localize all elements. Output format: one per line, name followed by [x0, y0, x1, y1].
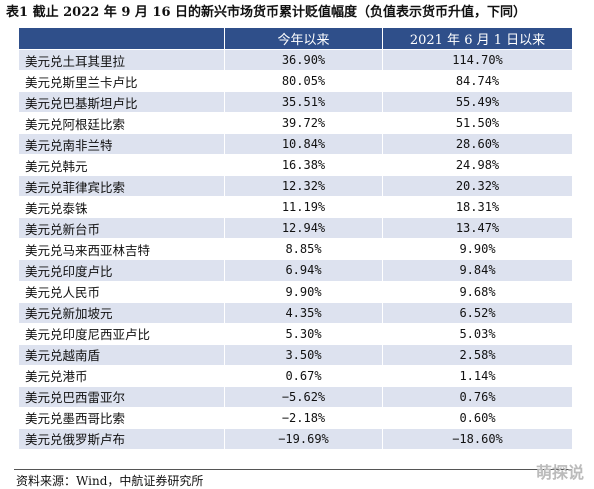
table-row: 美元兑新台币 12.94% 13.47%: [18, 217, 573, 240]
header-since-2021: 2021 年 6 月 1 日以来: [382, 27, 573, 50]
currency-pair-cell: 美元兑泰铢: [18, 196, 225, 219]
ytd-value-cell: 16.38%: [224, 154, 383, 177]
currency-pair-cell: 美元兑马来西亚林吉特: [18, 238, 225, 261]
since-2021-value-cell: 51.50%: [382, 112, 573, 135]
ytd-value-cell: 12.94%: [224, 217, 383, 240]
since-2021-value-cell: 1.14%: [382, 364, 573, 387]
ytd-value-cell: 4.35%: [224, 301, 383, 324]
table-row: 美元兑印度卢比 6.94% 9.84%: [18, 259, 573, 282]
table-row: 美元兑越南盾 3.50% 2.58%: [18, 343, 573, 366]
currency-pair-cell: 美元兑印度尼西亚卢比: [18, 322, 225, 345]
currency-pair-cell: 美元兑南非兰特: [18, 133, 225, 156]
since-2021-value-cell: 24.98%: [382, 154, 573, 177]
ytd-value-cell: 11.19%: [224, 196, 383, 219]
ytd-value-cell: 35.51%: [224, 91, 383, 114]
table-row: 美元兑斯里兰卡卢比 80.05% 84.74%: [18, 70, 573, 93]
currency-pair-cell: 美元兑巴西雷亚尔: [18, 385, 225, 408]
currency-pair-cell: 美元兑斯里兰卡卢比: [18, 70, 225, 93]
since-2021-value-cell: 6.52%: [382, 301, 573, 324]
since-2021-value-cell: 20.32%: [382, 175, 573, 198]
currency-pair-cell: 美元兑越南盾: [18, 343, 225, 366]
currency-pair-cell: 美元兑新加坡元: [18, 301, 225, 324]
table-header-row: 今年以来 2021 年 6 月 1 日以来: [18, 27, 573, 50]
table-row: 美元兑巴西雷亚尔 −5.62% 0.76%: [18, 385, 573, 408]
currency-pair-cell: 美元兑印度卢比: [18, 259, 225, 282]
table-row: 美元兑泰铢 11.19% 18.31%: [18, 196, 573, 219]
since-2021-value-cell: 9.90%: [382, 238, 573, 261]
currency-pair-cell: 美元兑韩元: [18, 154, 225, 177]
ytd-value-cell: 3.50%: [224, 343, 383, 366]
ytd-value-cell: −19.69%: [224, 427, 383, 450]
ytd-value-cell: −5.62%: [224, 385, 383, 408]
ytd-value-cell: 39.72%: [224, 112, 383, 135]
table-row: 美元兑阿根廷比索 39.72% 51.50%: [18, 112, 573, 135]
currency-pair-cell: 美元兑土耳其里拉: [18, 48, 225, 72]
ytd-value-cell: 36.90%: [224, 48, 383, 72]
depreciation-table: 今年以来 2021 年 6 月 1 日以来 美元兑土耳其里拉 36.90% 114.…: [18, 27, 573, 450]
ytd-value-cell: 5.30%: [224, 322, 383, 345]
table-row: 美元兑韩元 16.38% 24.98%: [18, 154, 573, 177]
since-2021-value-cell: 5.03%: [382, 322, 573, 345]
since-2021-value-cell: 2.58%: [382, 343, 573, 366]
since-2021-value-cell: 55.49%: [382, 91, 573, 114]
table-row: 美元兑港币 0.67% 1.14%: [18, 364, 573, 387]
table-body: 美元兑土耳其里拉 36.90% 114.70% 美元兑斯里兰卡卢比 80.05% 84.7…: [18, 48, 573, 450]
currency-pair-cell: 美元兑阿根廷比索: [18, 112, 225, 135]
table-row: 美元兑新加坡元 4.35% 6.52%: [18, 301, 573, 324]
since-2021-value-cell: 9.68%: [382, 280, 573, 303]
since-2021-value-cell: 0.76%: [382, 385, 573, 408]
ytd-value-cell: 10.84%: [224, 133, 383, 156]
currency-pair-cell: 美元兑人民币: [18, 280, 225, 303]
header-ytd: 今年以来: [224, 27, 383, 50]
since-2021-value-cell: 9.84%: [382, 259, 573, 282]
table-row: 美元兑印度尼西亚卢比 5.30% 5.03%: [18, 322, 573, 345]
currency-pair-cell: 美元兑新台币: [18, 217, 225, 240]
since-2021-value-cell: 28.60%: [382, 133, 573, 156]
table-title: 表1 截止 2022 年 9 月 16 日的新兴市场货币累计贬值幅度（负值表示货…: [6, 5, 527, 20]
table-row: 美元兑菲律宾比索 12.32% 20.32%: [18, 175, 573, 198]
table-row: 美元兑马来西亚林吉特 8.85% 9.90%: [18, 238, 573, 261]
since-2021-value-cell: −18.60%: [382, 427, 573, 450]
ytd-value-cell: 6.94%: [224, 259, 383, 282]
since-2021-value-cell: 0.60%: [382, 406, 573, 429]
ytd-value-cell: 9.90%: [224, 280, 383, 303]
ytd-value-cell: 12.32%: [224, 175, 383, 198]
table-row: 美元兑巴基斯坦卢比 35.51% 55.49%: [18, 91, 573, 114]
table-row: 美元兑俄罗斯卢布 −19.69% −18.60%: [18, 427, 573, 450]
footer-rule: [14, 469, 572, 470]
currency-pair-cell: 美元兑菲律宾比索: [18, 175, 225, 198]
since-2021-value-cell: 84.74%: [382, 70, 573, 93]
ytd-value-cell: −2.18%: [224, 406, 383, 429]
since-2021-value-cell: 18.31%: [382, 196, 573, 219]
table-row: 美元兑墨西哥比索 −2.18% 0.60%: [18, 406, 573, 429]
table-row: 美元兑人民币 9.90% 9.68%: [18, 280, 573, 303]
table-row: 美元兑南非兰特 10.84% 28.60%: [18, 133, 573, 156]
ytd-value-cell: 0.67%: [224, 364, 383, 387]
watermark: 萌探说: [535, 463, 584, 482]
ytd-value-cell: 80.05%: [224, 70, 383, 93]
ytd-value-cell: 8.85%: [224, 238, 383, 261]
currency-pair-cell: 美元兑巴基斯坦卢比: [18, 91, 225, 114]
table-row: 美元兑土耳其里拉 36.90% 114.70%: [18, 48, 573, 72]
currency-pair-cell: 美元兑墨西哥比索: [18, 406, 225, 429]
since-2021-value-cell: 114.70%: [382, 48, 573, 72]
currency-pair-cell: 美元兑港币: [18, 364, 225, 387]
currency-pair-cell: 美元兑俄罗斯卢布: [18, 427, 225, 450]
header-currency-pair: [18, 27, 225, 50]
source-note: 资料来源：Wind，中航证券研究所: [16, 474, 204, 488]
since-2021-value-cell: 13.47%: [382, 217, 573, 240]
